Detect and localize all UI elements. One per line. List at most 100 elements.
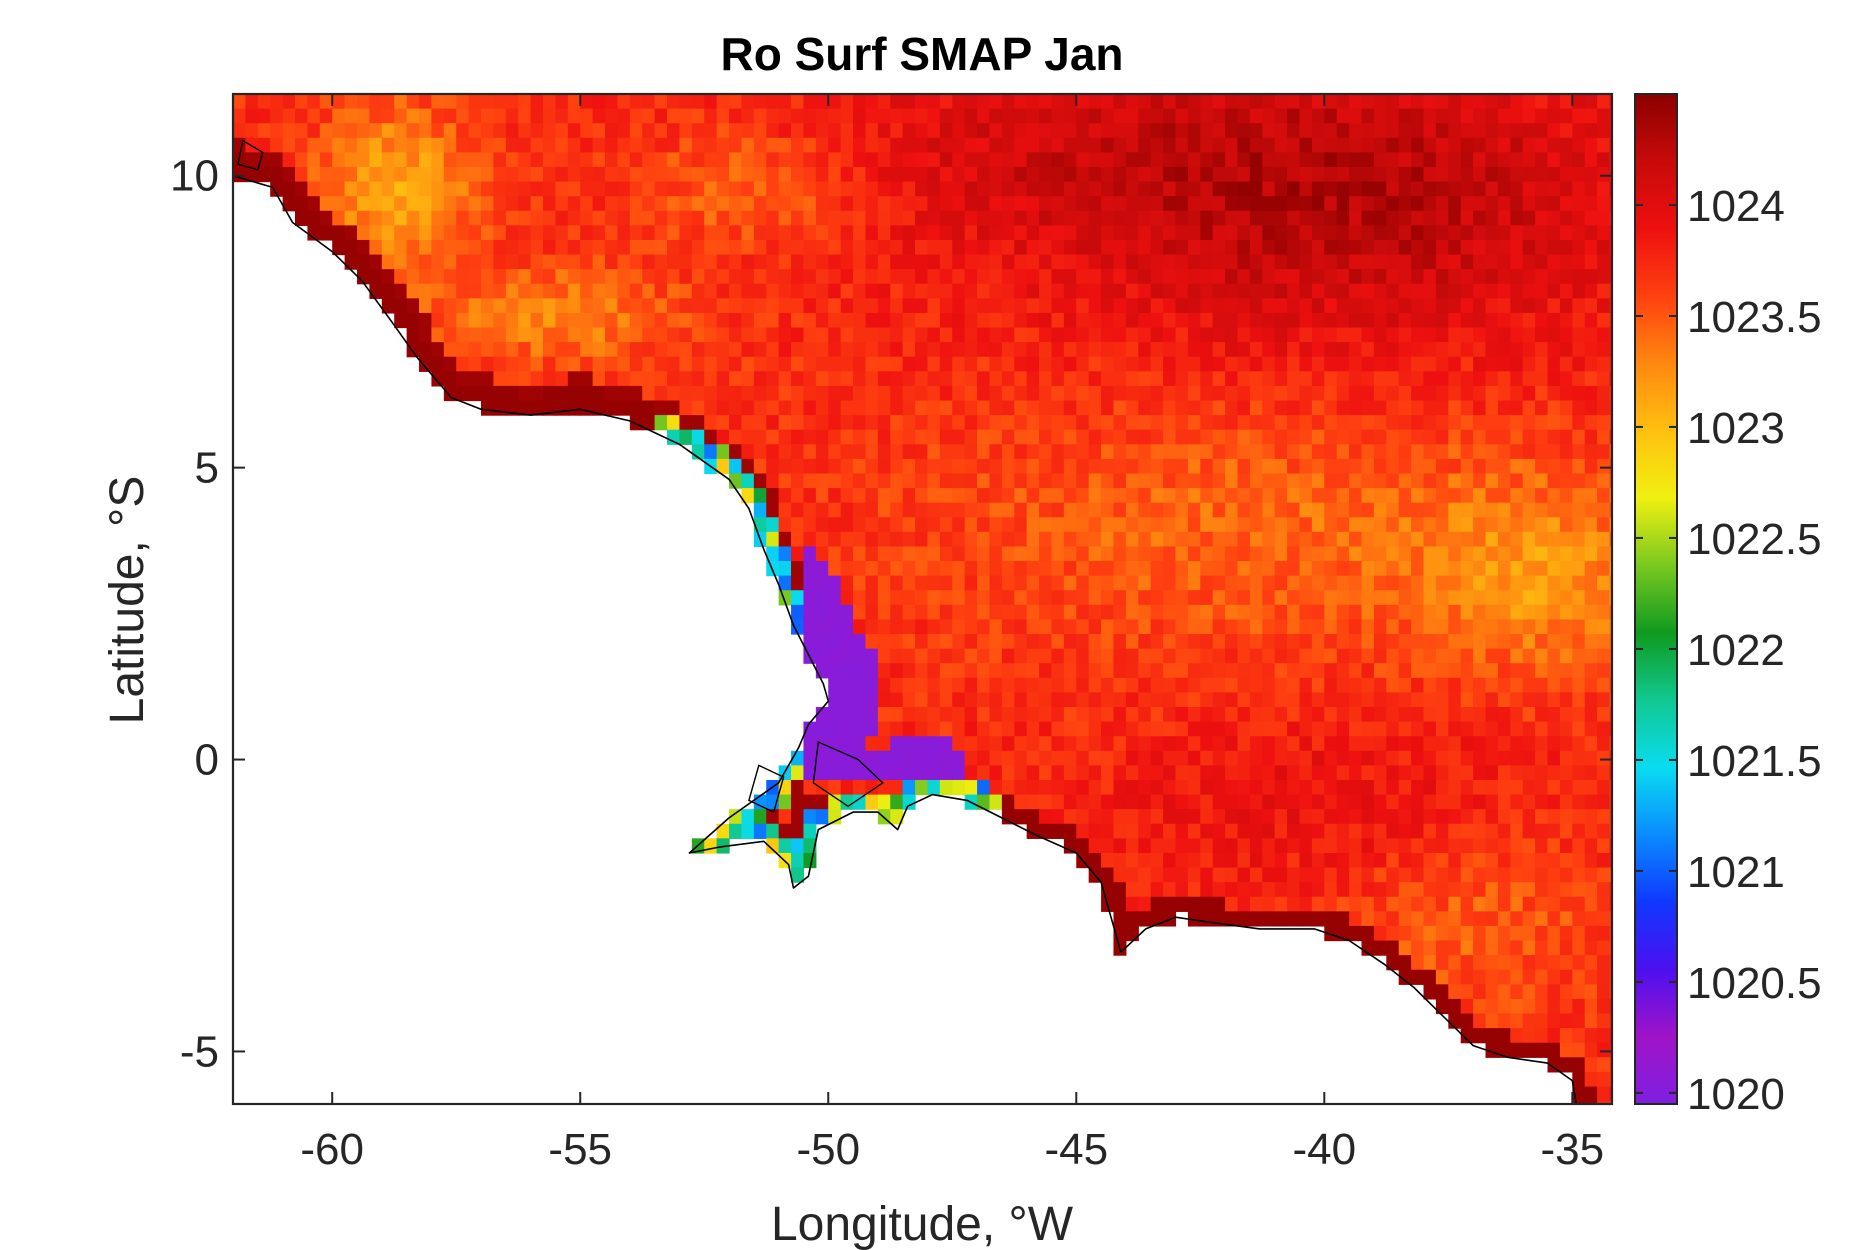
grid-cell [1088, 123, 1102, 139]
grid-cell [1572, 721, 1586, 737]
grid-cell [1001, 604, 1015, 621]
grid-cell [1039, 750, 1053, 766]
grid-cell [1497, 852, 1511, 869]
grid-cell [1497, 823, 1511, 839]
grid-cell [394, 254, 408, 270]
grid-cell [1324, 444, 1338, 460]
grid-cell [977, 196, 991, 212]
grid-cell [729, 342, 743, 358]
grid-cell [1088, 444, 1102, 460]
grid-cell [890, 590, 904, 606]
grid-cell [766, 385, 780, 402]
grid-cell [1584, 925, 1598, 942]
grid-cell [1460, 823, 1474, 839]
grid-cell [629, 181, 643, 197]
grid-cell [1609, 312, 1612, 329]
grid-cell [1200, 152, 1214, 168]
grid-cell [1324, 473, 1338, 489]
grid-cell [803, 327, 817, 343]
grid-cell [1163, 882, 1177, 898]
grid-cell [1324, 779, 1338, 796]
grid-cell [1150, 488, 1164, 504]
grid-cell [1522, 546, 1536, 562]
grid-cell [1609, 750, 1612, 766]
grid-cell [964, 210, 978, 226]
grid-cell [939, 546, 953, 562]
grid-cell [1373, 283, 1387, 299]
grid-cell [1435, 619, 1449, 635]
grid-cell [654, 225, 668, 241]
grid-cell [1014, 750, 1028, 766]
grid-cell [1497, 911, 1511, 927]
grid-cell [1287, 225, 1301, 241]
grid-cell [1448, 473, 1462, 489]
grid-cell [915, 561, 929, 577]
grid-cell [915, 429, 929, 445]
grid-cell [1076, 765, 1090, 781]
grid-cell [530, 94, 544, 110]
grid-cell [1076, 823, 1090, 839]
grid-cell [1522, 677, 1536, 694]
grid-cell [915, 721, 929, 737]
grid-cell [1014, 385, 1028, 402]
grid-cell [1187, 473, 1201, 489]
grid-cell [1287, 823, 1301, 839]
grid-cell [381, 137, 395, 153]
grid-cell [716, 166, 730, 183]
grid-cell [977, 794, 991, 810]
grid-cell [1597, 312, 1611, 329]
grid-cell [1361, 210, 1375, 226]
grid-cell [1361, 327, 1375, 343]
grid-cell [1510, 925, 1524, 942]
grid-cell [1535, 823, 1549, 839]
grid-cell [865, 239, 879, 256]
grid-cell [530, 400, 544, 416]
grid-cell [1150, 882, 1164, 898]
grid-cell [1113, 721, 1127, 737]
grid-cell [1423, 94, 1437, 110]
grid-cell [1225, 575, 1239, 591]
grid-cell [667, 210, 681, 226]
grid-cell [766, 239, 780, 256]
grid-cell [1473, 488, 1487, 504]
grid-cell [1497, 356, 1511, 372]
grid-cell [1361, 604, 1375, 621]
grid-cell [530, 123, 544, 139]
grid-cell [1163, 327, 1177, 343]
grid-cell [791, 415, 805, 431]
grid-cell [481, 269, 495, 285]
grid-cell [1559, 371, 1573, 387]
grid-cell [1014, 181, 1028, 197]
grid-cell [1423, 867, 1437, 883]
grid-cell [1001, 779, 1015, 796]
grid-cell [1101, 707, 1115, 723]
grid-cell [803, 736, 817, 752]
grid-cell [902, 619, 916, 635]
grid-cell [1349, 867, 1363, 883]
grid-cell [1609, 794, 1612, 810]
grid-cell [828, 312, 842, 329]
grid-cell [877, 269, 891, 285]
grid-cell [1386, 809, 1400, 825]
grid-cell [1497, 196, 1511, 212]
grid-cell [1609, 356, 1612, 372]
grid-cell [667, 137, 681, 153]
grid-cell [1547, 575, 1561, 591]
grid-cell [1212, 239, 1226, 256]
grid-cell [1361, 473, 1375, 489]
grid-cell [1262, 312, 1276, 329]
grid-cell [1435, 123, 1449, 139]
grid-cell [481, 385, 495, 402]
grid-cell [1373, 458, 1387, 475]
grid-cell [1101, 677, 1115, 694]
grid-cell [592, 385, 606, 402]
grid-cell [1423, 546, 1437, 562]
grid-cell [1311, 400, 1325, 416]
grid-cell [791, 867, 805, 883]
grid-cell [1249, 123, 1263, 139]
grid-cell [1559, 546, 1573, 562]
grid-cell [1497, 137, 1511, 153]
grid-cell [1361, 502, 1375, 518]
grid-cell [1473, 604, 1487, 621]
grid-cell [1448, 984, 1462, 1000]
